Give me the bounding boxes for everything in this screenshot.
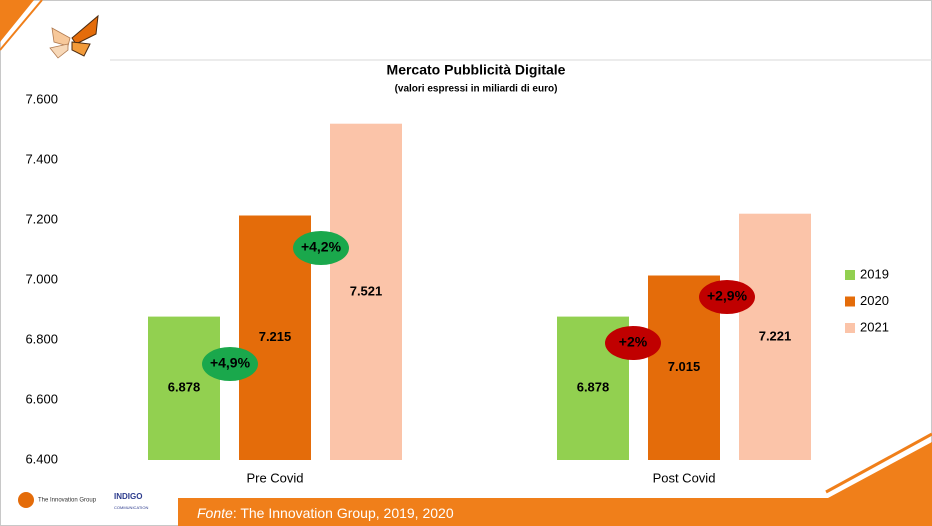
butterfly-icon	[49, 14, 99, 59]
legend-label: 2019	[860, 266, 889, 281]
logo-right-sub: COMMUNICATION	[114, 505, 148, 510]
logo-left: The Innovation Group	[38, 498, 97, 504]
bar	[148, 316, 220, 460]
value-label: 7.215	[259, 329, 292, 344]
value-label: 7.221	[759, 328, 792, 343]
logo-right: INDIGO	[114, 492, 142, 501]
y-tick-label: 6.600	[25, 391, 58, 406]
source-label: Fonte	[197, 505, 233, 521]
x-tick-label: Post Covid	[653, 470, 716, 485]
annotation-badge	[202, 347, 258, 381]
annotation-text: +4,2%	[301, 239, 342, 255]
y-tick-label: 6.400	[25, 451, 58, 466]
y-tick-label: 7.000	[25, 271, 58, 286]
source-note: Fonte: The Innovation Group, 2019, 2020	[197, 505, 454, 521]
legend-swatch	[845, 270, 855, 280]
bar	[739, 213, 811, 460]
value-label: 6.878	[577, 380, 610, 395]
bar	[330, 123, 402, 460]
corner-decoration	[0, 0, 34, 42]
y-tick-label: 7.400	[25, 151, 58, 166]
value-label: 7.521	[350, 283, 383, 298]
annotation-badge	[293, 231, 349, 265]
x-tick-label: Pre Covid	[246, 470, 303, 485]
footer-band	[178, 442, 932, 526]
annotation-badge	[699, 280, 755, 314]
legend-label: 2021	[860, 319, 889, 334]
y-tick-label: 6.800	[25, 331, 58, 346]
logo-icon	[18, 492, 34, 508]
annotation-text: +2%	[619, 334, 648, 350]
legend-swatch	[845, 323, 855, 333]
chart-title: Mercato Pubblicità Digitale	[387, 62, 566, 78]
source-text: : The Innovation Group, 2019, 2020	[233, 505, 454, 521]
corner-line	[0, 0, 43, 51]
annotation-text: +2,9%	[707, 288, 748, 304]
legend-swatch	[845, 296, 855, 307]
annotation-badge	[605, 326, 661, 360]
y-tick-label: 7.600	[25, 91, 58, 106]
value-label: 6.878	[168, 380, 201, 395]
y-tick-label: 7.200	[25, 211, 58, 226]
value-label: 7.015	[668, 359, 701, 374]
annotation-text: +4,9%	[210, 355, 251, 371]
footer-line	[825, 432, 932, 494]
legend-label: 2020	[860, 293, 889, 308]
chart-subtitle: (valori espressi in miliardi di euro)	[395, 84, 558, 95]
